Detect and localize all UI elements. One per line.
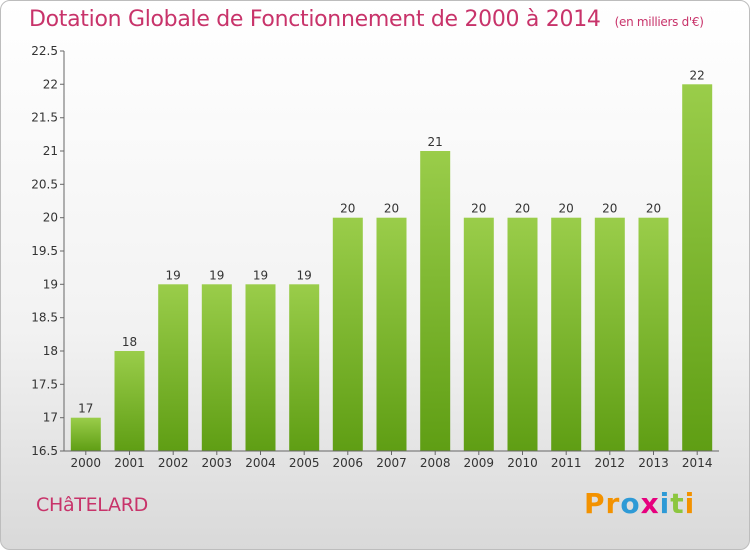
logo-letter: P <box>584 487 606 520</box>
data-label-2006: 20 <box>340 202 355 216</box>
y-tick-label-17.5: 17.5 <box>31 377 58 391</box>
logo-letter: r <box>605 487 621 520</box>
y-tick-label-18: 18 <box>43 344 58 358</box>
x-tick-label-2006: 2006 <box>333 456 364 470</box>
x-tick-label-2002: 2002 <box>158 456 189 470</box>
chart-title: Dotation Globale de Fonctionnement de 20… <box>29 7 704 32</box>
bar-2003 <box>201 284 232 451</box>
data-label-2007: 20 <box>384 202 399 216</box>
city-name: CHâTELARD <box>36 494 148 516</box>
x-tick-label-2003: 2003 <box>202 456 233 470</box>
data-label-2013: 20 <box>646 202 661 216</box>
data-label-2012: 20 <box>602 202 617 216</box>
x-tick-label-2004: 2004 <box>245 456 276 470</box>
x-tick-label-2008: 2008 <box>420 456 451 470</box>
data-label-2003: 19 <box>209 268 224 282</box>
data-label-2005: 19 <box>297 268 312 282</box>
bar-2008 <box>420 151 451 451</box>
chart-title-text: Dotation Globale de Fonctionnement de 20… <box>29 7 601 32</box>
x-tick-label-2009: 2009 <box>464 456 495 470</box>
x-tick-label-2007: 2007 <box>376 456 407 470</box>
data-label-2001: 18 <box>122 335 137 349</box>
y-tick-label-17: 17 <box>43 411 58 425</box>
data-label-2000: 17 <box>78 402 93 416</box>
x-tick-label-2011: 2011 <box>551 456 582 470</box>
y-tick-label-21: 21 <box>43 144 58 158</box>
logo-letter: o <box>620 487 641 520</box>
axes-group: 2000 2001 2002 2003 2004 2005 2006 2007 2008 2009… <box>31 44 719 470</box>
bars-group: 17 18 19 19 19 19 20 20 21 20 20 20 20 20 22 <box>70 68 713 452</box>
y-tick-label-18.5: 18.5 <box>31 311 58 325</box>
bar-2005 <box>289 284 320 451</box>
bar-2002 <box>158 284 189 451</box>
bar-2001 <box>114 351 145 451</box>
x-tick-label-2013: 2013 <box>638 456 669 470</box>
data-label-2010: 20 <box>515 202 530 216</box>
bar-2006 <box>332 217 363 451</box>
y-tick-label-19: 19 <box>43 277 58 291</box>
data-label-2011: 20 <box>559 202 574 216</box>
y-tick-label-21.5: 21.5 <box>31 111 58 125</box>
bar-2012 <box>594 217 625 451</box>
x-tick-label-2012: 2012 <box>595 456 626 470</box>
y-tick-label-16.5: 16.5 <box>31 444 58 458</box>
data-label-2004: 19 <box>253 268 268 282</box>
logo-letter: i <box>659 487 671 520</box>
bar-2004 <box>245 284 276 451</box>
bar-2013 <box>638 217 669 451</box>
x-tick-label-2001: 2001 <box>114 456 145 470</box>
logo-letter: x <box>640 487 660 520</box>
bar-2007 <box>376 217 407 451</box>
data-label-2002: 19 <box>166 268 181 282</box>
data-label-2009: 20 <box>471 202 486 216</box>
x-tick-label-2014: 2014 <box>682 456 713 470</box>
bar-2011 <box>551 217 582 451</box>
y-tick-label-22.5: 22.5 <box>31 44 58 58</box>
bar-2000 <box>70 417 101 451</box>
y-tick-label-19.5: 19.5 <box>31 244 58 258</box>
y-tick-label-20: 20 <box>43 211 58 225</box>
logo-letter: t <box>670 487 685 520</box>
x-tick-label-2005: 2005 <box>289 456 320 470</box>
x-tick-label-2000: 2000 <box>71 456 102 470</box>
bar-2010 <box>507 217 538 451</box>
logo-letter: i <box>684 487 696 520</box>
data-label-2008: 21 <box>428 135 443 149</box>
bar-2014 <box>682 84 713 452</box>
y-tick-label-20.5: 20.5 <box>31 177 58 191</box>
chart-unit: (en milliers d'€) <box>614 15 704 29</box>
x-tick-label-2010: 2010 <box>507 456 538 470</box>
data-label-2014: 22 <box>690 68 705 82</box>
proxiti-logo: Proxiti <box>584 487 695 520</box>
y-tick-label-22: 22 <box>43 77 58 91</box>
bar-2009 <box>463 217 494 451</box>
